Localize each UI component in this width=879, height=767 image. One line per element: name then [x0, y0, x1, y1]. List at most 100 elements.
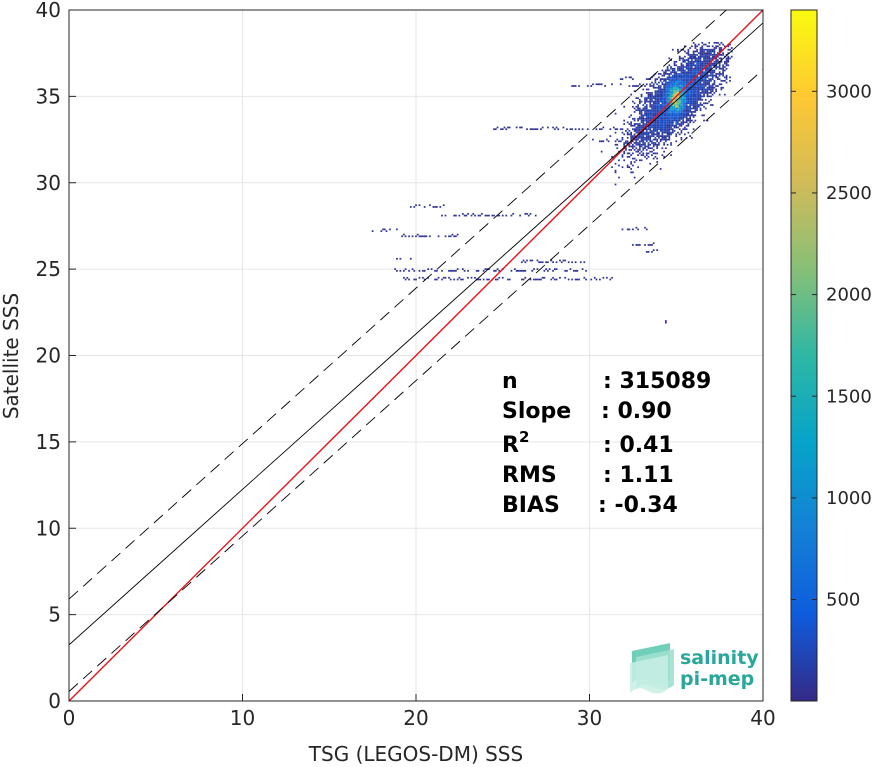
density-cell: [560, 261, 563, 264]
density-cell: [437, 235, 440, 238]
density-cell: [694, 59, 697, 61]
density-cell: [661, 131, 664, 134]
density-cell: [725, 54, 728, 56]
density-cell: [663, 128, 665, 131]
density-cell: [696, 62, 698, 65]
density-cell: [670, 128, 672, 131]
density-cell: [673, 90, 676, 93]
density-cell: [567, 278, 570, 281]
density-cell: [699, 79, 702, 82]
density-cell: [671, 116, 674, 118]
density-cell: [666, 88, 669, 91]
density-cell: [661, 93, 664, 96]
density-cell: [668, 112, 671, 115]
density-cell: [704, 90, 707, 93]
density-cell: [448, 276, 450, 279]
density-cell: [663, 119, 665, 122]
density-cell: [663, 79, 665, 82]
density-cell: [671, 76, 674, 79]
colorbar-tick-label: 3000: [826, 81, 872, 102]
density-cell: [652, 143, 655, 146]
density-cell: [664, 136, 667, 139]
density-cell: [645, 157, 648, 160]
density-cell: [524, 269, 527, 272]
density-cell: [690, 64, 693, 67]
density-cell: [661, 74, 664, 77]
density-cell: [661, 100, 664, 103]
density-cell: [666, 138, 669, 141]
density-cell: [654, 79, 657, 82]
density-cell: [618, 176, 620, 179]
density-cell: [409, 206, 412, 208]
density-cell: [685, 74, 688, 77]
density-cell: [718, 48, 721, 51]
density-cell: [718, 64, 721, 67]
density-cell: [678, 76, 681, 79]
colorbar-tick-label: 2000: [826, 285, 872, 306]
density-cell: [647, 97, 650, 99]
density-cell: [680, 112, 683, 115]
density-cell: [668, 64, 671, 67]
density-cell: [694, 88, 697, 91]
density-cell: [678, 57, 681, 60]
density-cell: [682, 114, 685, 117]
density-cell: [682, 73, 685, 75]
density-cell: [614, 128, 617, 131]
density-cell: [706, 76, 709, 79]
density-cell: [706, 62, 709, 65]
density-cell: [664, 131, 667, 134]
density-cell: [685, 105, 688, 108]
density-cell: [697, 85, 700, 87]
density-cell: [658, 95, 660, 98]
density-cell: [637, 138, 639, 141]
density-cell: [687, 59, 690, 61]
density-cell: [690, 59, 693, 61]
density-cell: [690, 66, 693, 68]
density-cell: [708, 52, 711, 55]
density-cell: [656, 86, 659, 89]
density-cell: [663, 142, 665, 144]
density-cell: [710, 86, 712, 89]
density-cell: [422, 235, 424, 238]
density-cell: [701, 92, 704, 94]
density-cell: [670, 142, 672, 144]
density-cell: [684, 105, 686, 108]
density-cell: [690, 71, 693, 74]
density-cell: [678, 104, 681, 106]
density-cell: [652, 114, 655, 117]
density-cell: [633, 119, 636, 122]
density-cell: [644, 102, 646, 105]
density-cell: [623, 133, 626, 136]
density-cell: [651, 97, 653, 99]
density-cell: [663, 74, 665, 77]
density-cell: [661, 135, 664, 137]
density-cell: [725, 81, 728, 84]
density-cell: [626, 133, 629, 136]
density-cell: [692, 116, 695, 118]
density-cell: [628, 123, 631, 125]
density-cell: [600, 128, 603, 131]
density-cell: [644, 105, 646, 108]
density-cell: [658, 104, 660, 106]
density-cell: [484, 268, 487, 270]
density-cell: [644, 107, 646, 110]
density-cell: [663, 150, 665, 153]
density-cell: [638, 117, 641, 120]
density-cell: [642, 130, 645, 132]
density-cell: [656, 135, 659, 137]
density-cell: [632, 145, 634, 148]
density-cell: [690, 102, 693, 105]
density-cell: [533, 268, 535, 270]
density-cell: [455, 269, 457, 272]
density-cell: [453, 235, 456, 238]
density-cell: [685, 117, 688, 120]
density-cell: [640, 114, 643, 117]
density-cell: [682, 69, 685, 72]
density-cell: [656, 102, 659, 105]
density-cell: [619, 128, 622, 131]
density-cell: [694, 107, 697, 110]
density-cell: [711, 83, 714, 86]
density-cell: [682, 128, 685, 131]
density-cell: [618, 159, 620, 162]
density-cell: [474, 214, 476, 217]
